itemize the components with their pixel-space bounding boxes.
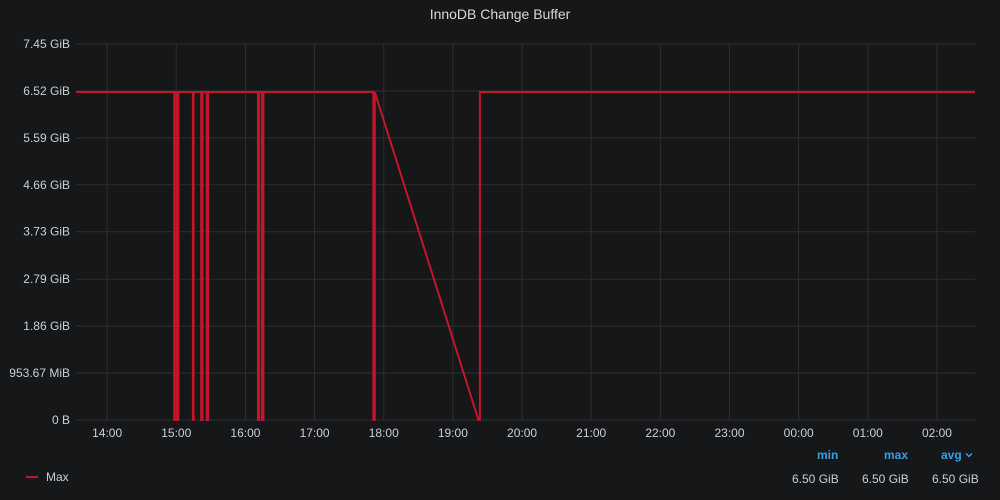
legend-series-name: Max <box>46 470 69 484</box>
legend-value-avg: 6.50 GiB <box>932 472 979 486</box>
series-line-max <box>76 90 975 421</box>
legend-header-max[interactable]: max <box>884 448 909 462</box>
x-tick-label: 19:00 <box>438 426 468 440</box>
y-tick-label: 6.52 GiB <box>23 84 70 98</box>
y-tick-label: 3.73 GiB <box>23 225 70 239</box>
y-tick-label: 0 B <box>52 413 70 427</box>
y-tick-label: 2.79 GiB <box>23 272 70 286</box>
x-tick-label: 14:00 <box>92 426 122 440</box>
y-tick-label: 7.45 GiB <box>23 37 70 51</box>
legend-swatch <box>26 476 38 478</box>
y-tick-label: 4.66 GiB <box>23 178 70 192</box>
chevron-down-icon <box>965 453 973 458</box>
legend-header-avg[interactable]: avg <box>941 448 973 462</box>
y-tick-label: 1.86 GiB <box>23 319 70 333</box>
panel-title: InnoDB Change Buffer <box>429 6 571 22</box>
legend-item-max[interactable]: Max <box>26 470 69 484</box>
x-tick-label: 02:00 <box>922 426 952 440</box>
x-tick-label: 16:00 <box>230 426 260 440</box>
y-tick-label: 5.59 GiB <box>23 131 70 145</box>
legend-header-avg-label: avg <box>941 448 962 462</box>
x-tick-label: 21:00 <box>576 426 606 440</box>
x-tick-label: 17:00 <box>300 426 330 440</box>
x-tick-label: 23:00 <box>714 426 744 440</box>
legend-value-min: 6.50 GiB <box>792 472 839 486</box>
x-tick-label: 22:00 <box>645 426 675 440</box>
x-tick-label: 20:00 <box>507 426 537 440</box>
legend-value-max: 6.50 GiB <box>862 472 909 486</box>
x-tick-label: 15:00 <box>161 426 191 440</box>
x-tick-label: 00:00 <box>784 426 814 440</box>
x-tick-label: 01:00 <box>853 426 883 440</box>
x-tick-label: 18:00 <box>369 426 399 440</box>
y-tick-label: 953.67 MiB <box>9 366 70 380</box>
legend-header-min[interactable]: min <box>817 448 839 462</box>
